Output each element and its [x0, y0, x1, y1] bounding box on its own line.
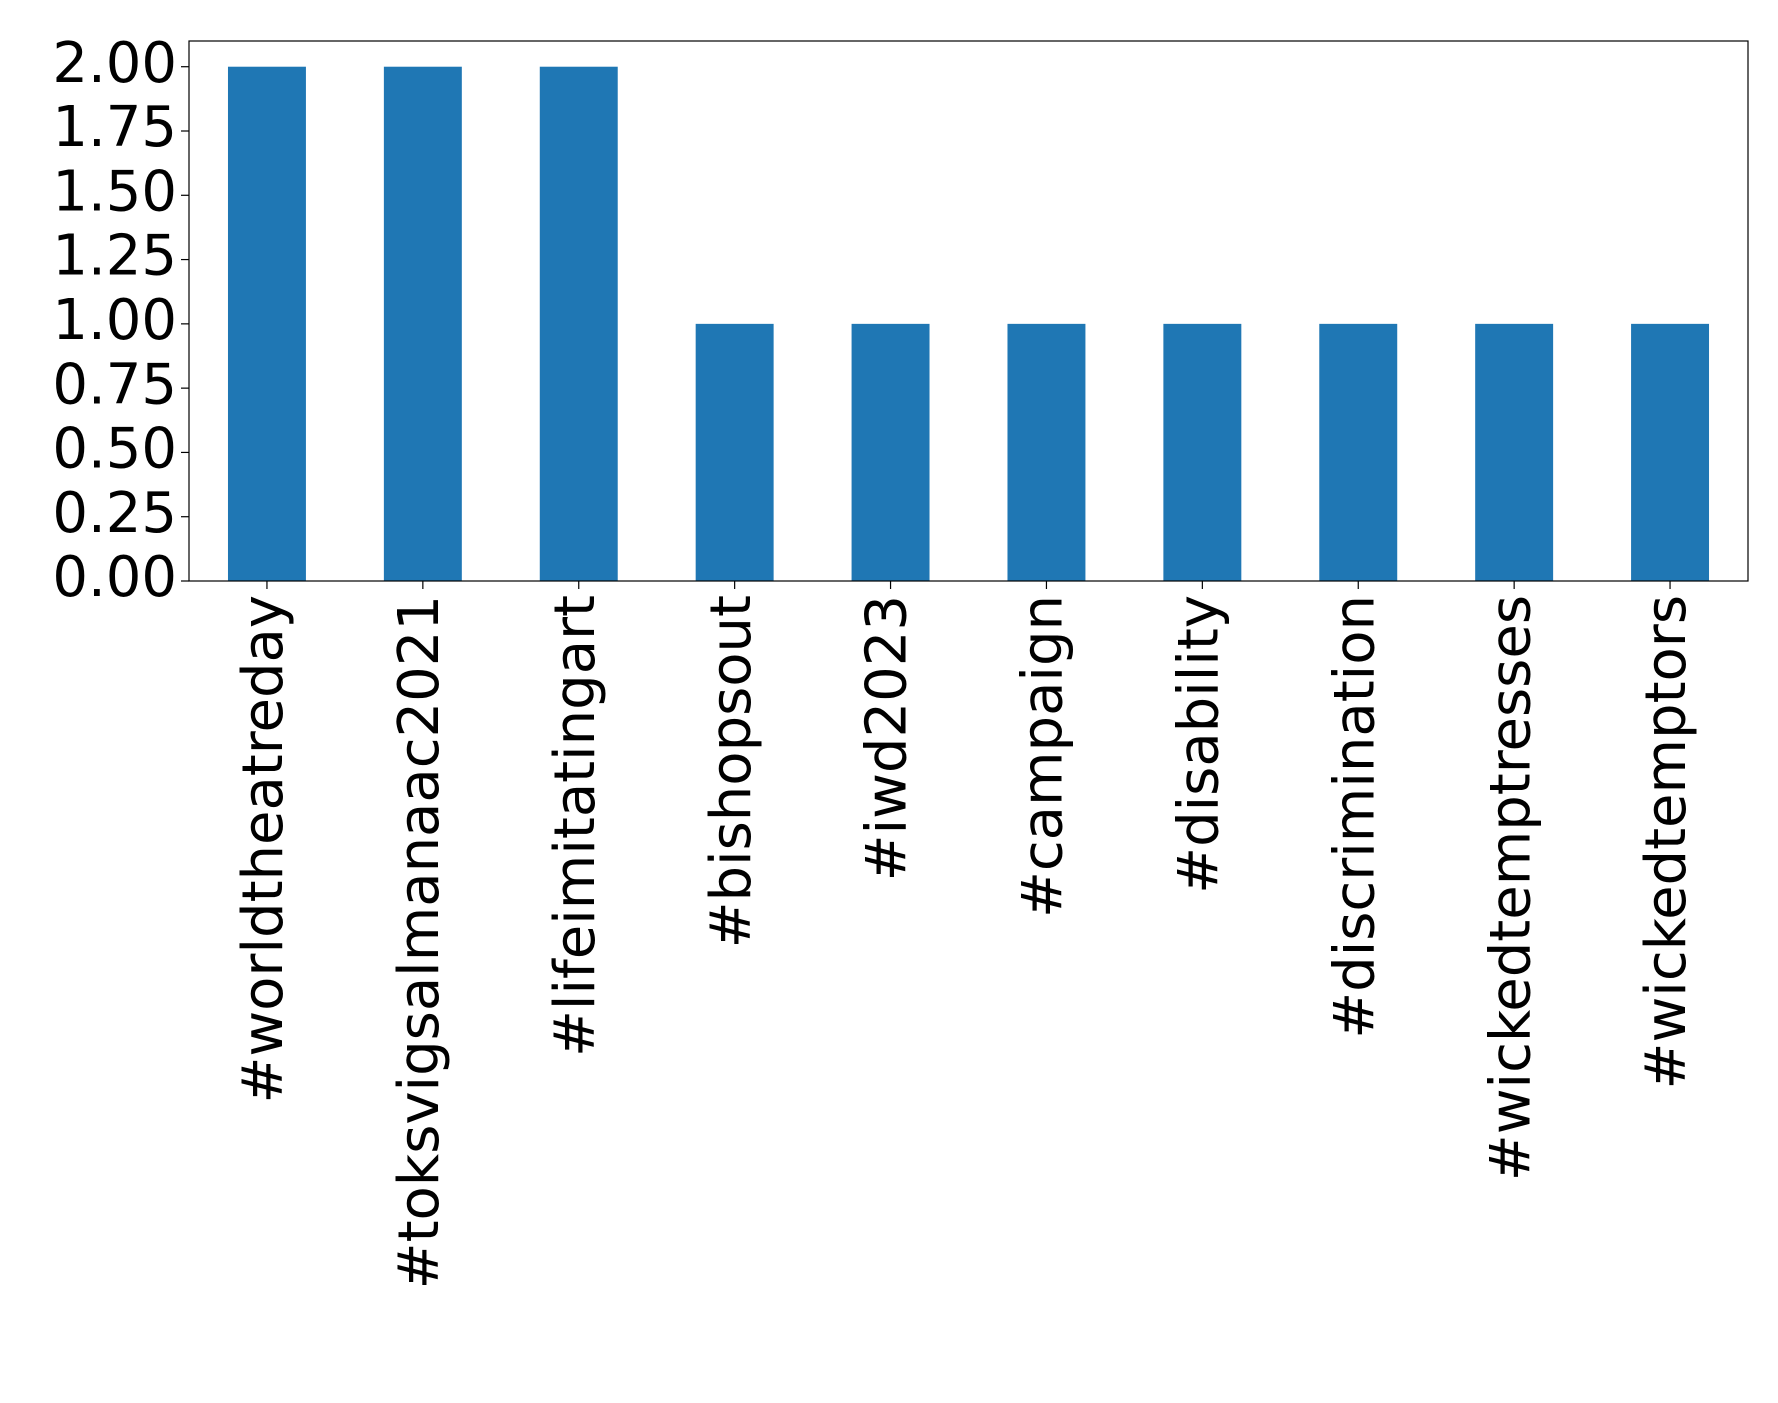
bar	[1475, 323, 1554, 581]
bar	[1007, 323, 1086, 581]
bar	[539, 66, 618, 581]
y-tick-label: 0.50	[52, 417, 177, 482]
plot-frame	[188, 40, 1749, 582]
x-tick-label: #wickedtemptresses	[1478, 595, 1543, 1181]
x-tick-label: #worldtheatreday	[231, 595, 296, 1104]
bar	[383, 66, 462, 581]
x-tick-label: #bishopsout	[699, 595, 764, 948]
bar	[1319, 323, 1398, 581]
bar	[1163, 323, 1242, 581]
x-tick-label: #disability	[1166, 595, 1231, 894]
x-tick-label: #campaign	[1011, 595, 1076, 918]
y-tick-label: 1.25	[52, 224, 177, 289]
x-tick-label: #wickedtemptors	[1634, 595, 1699, 1089]
x-tick-label: #iwd2023	[855, 595, 920, 881]
x-tick-label: #lifeimitatingart	[543, 595, 608, 1057]
bar	[851, 323, 930, 581]
y-tick-label: 1.50	[52, 159, 177, 224]
bar	[1631, 323, 1710, 581]
x-tick-label: #discrimination	[1322, 595, 1387, 1039]
y-tick-label: 2.00	[52, 31, 177, 96]
y-tick-label: 0.00	[52, 545, 177, 610]
x-tick-label: #toksvigsalmanaac2021	[387, 595, 452, 1289]
y-tick-label: 0.25	[52, 481, 177, 546]
bar	[227, 66, 306, 581]
y-tick-label: 1.75	[52, 95, 177, 160]
y-tick-label: 0.75	[52, 352, 177, 417]
y-tick-label: 1.00	[52, 288, 177, 353]
bar	[695, 323, 774, 581]
